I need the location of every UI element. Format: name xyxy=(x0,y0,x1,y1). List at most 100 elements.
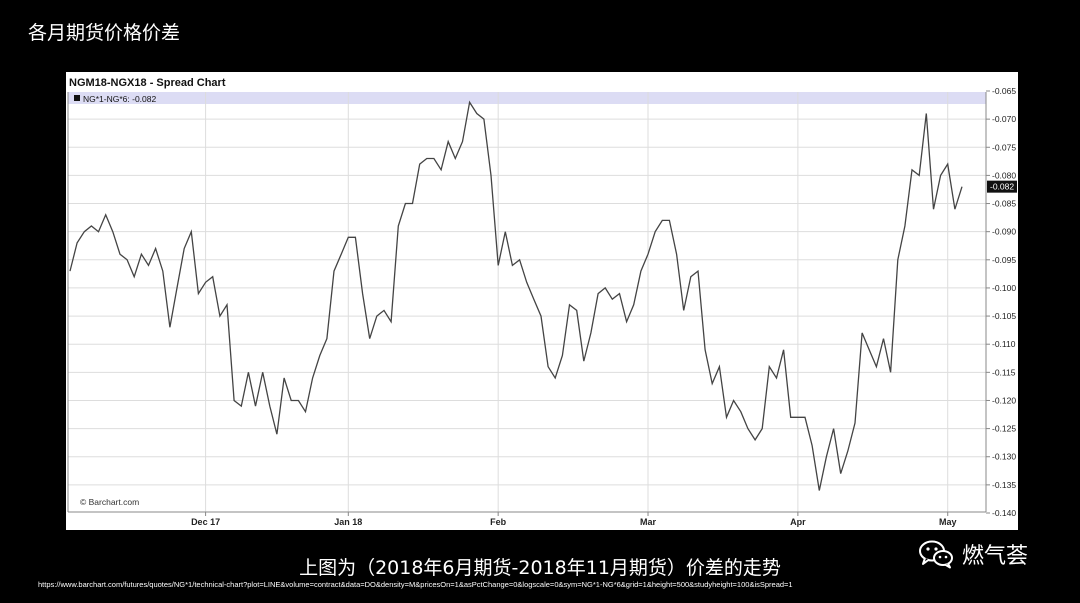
data-point xyxy=(690,275,692,277)
y-tick-label: -0.065 xyxy=(992,86,1016,96)
data-point xyxy=(147,264,149,266)
y-tick-label: -0.090 xyxy=(992,227,1016,237)
data-point xyxy=(540,315,542,317)
data-point xyxy=(454,157,456,159)
y-tick-label: -0.110 xyxy=(992,339,1016,349)
x-tick-label: Apr xyxy=(790,517,806,527)
current-value-marker: -0.082 xyxy=(987,180,1017,193)
y-tick-label: -0.120 xyxy=(992,395,1016,405)
data-point xyxy=(276,433,278,435)
data-point xyxy=(961,185,963,187)
data-point xyxy=(811,444,813,446)
chart-background xyxy=(66,72,1018,530)
data-point xyxy=(247,371,249,373)
data-point xyxy=(797,416,799,418)
data-point xyxy=(832,427,834,429)
data-point xyxy=(804,416,806,418)
data-point xyxy=(319,354,321,356)
data-point xyxy=(604,287,606,289)
y-tick-label: -0.105 xyxy=(992,311,1016,321)
data-point xyxy=(212,275,214,277)
data-point xyxy=(133,275,135,277)
x-tick-label: May xyxy=(939,517,957,527)
data-point xyxy=(440,169,442,171)
barchart-watermark: © Barchart.com xyxy=(80,497,139,507)
data-point xyxy=(640,270,642,272)
data-point xyxy=(183,247,185,249)
data-point xyxy=(747,427,749,429)
data-point xyxy=(904,225,906,227)
y-tick-label: -0.085 xyxy=(992,199,1016,209)
data-point xyxy=(918,174,920,176)
data-point xyxy=(483,118,485,120)
data-point xyxy=(511,264,513,266)
data-point xyxy=(97,230,99,232)
data-point xyxy=(383,309,385,311)
data-point xyxy=(404,202,406,204)
data-point xyxy=(254,405,256,407)
data-point xyxy=(169,326,171,328)
wechat-icon xyxy=(919,540,953,569)
data-point xyxy=(740,411,742,413)
data-point xyxy=(533,298,535,300)
data-point xyxy=(162,270,164,272)
data-point xyxy=(83,230,85,232)
data-point xyxy=(547,366,549,368)
data-point xyxy=(954,208,956,210)
data-point xyxy=(226,304,228,306)
data-point xyxy=(911,169,913,171)
data-point xyxy=(661,219,663,221)
data-point xyxy=(561,354,563,356)
data-point xyxy=(782,349,784,351)
data-point xyxy=(932,208,934,210)
data-point xyxy=(104,214,106,216)
y-tick-label: -0.140 xyxy=(992,508,1016,518)
data-point xyxy=(590,332,592,334)
data-point xyxy=(675,253,677,255)
data-point xyxy=(361,292,363,294)
data-point xyxy=(76,242,78,244)
data-point xyxy=(369,337,371,339)
data-point xyxy=(476,112,478,114)
data-point xyxy=(411,202,413,204)
data-point xyxy=(825,456,827,458)
data-point xyxy=(518,259,520,261)
data-point xyxy=(882,337,884,339)
data-point xyxy=(875,366,877,368)
data-point xyxy=(611,298,613,300)
data-point xyxy=(668,219,670,221)
y-tick-label: -0.075 xyxy=(992,142,1016,152)
data-point xyxy=(240,405,242,407)
current-value-label: -0.082 xyxy=(990,182,1014,192)
chart-caption: 上图为（2018年6月期货-2018年11月期货）价差的走势 xyxy=(299,557,781,579)
data-point xyxy=(939,174,941,176)
data-point xyxy=(333,270,335,272)
data-point xyxy=(768,366,770,368)
data-point xyxy=(654,230,656,232)
y-tick-label: -0.115 xyxy=(992,367,1016,377)
y-tick-label: -0.070 xyxy=(992,114,1016,124)
data-point xyxy=(718,366,720,368)
data-point xyxy=(854,422,856,424)
y-axis-ticks: -0.065 -0.070 -0.075 -0.080 -0.085 -0.090 -0.0… xyxy=(986,86,1016,518)
data-point xyxy=(433,157,435,159)
data-point xyxy=(711,382,713,384)
data-point xyxy=(790,416,792,418)
data-point xyxy=(947,163,949,165)
data-point xyxy=(633,304,635,306)
legend-label: NG*1-NG*6: -0.082 xyxy=(83,94,156,104)
data-point xyxy=(112,230,114,232)
y-tick-label: -0.130 xyxy=(992,452,1016,462)
y-tick-label: -0.100 xyxy=(992,283,1016,293)
data-point xyxy=(732,399,734,401)
data-point xyxy=(461,140,463,142)
data-point xyxy=(889,371,891,373)
x-tick-label: Feb xyxy=(490,517,507,527)
spread-chart-svg: NGM18-NGX18 - Spread Chart NG*1-NG*6: -0… xyxy=(66,72,1018,530)
chart-title: NGM18-NGX18 - Spread Chart xyxy=(69,77,226,89)
data-point xyxy=(390,320,392,322)
legend-bar xyxy=(68,92,986,104)
data-point xyxy=(297,399,299,401)
current-value-box xyxy=(987,180,1017,193)
brand-logo: 燃气荟 xyxy=(918,538,1028,570)
